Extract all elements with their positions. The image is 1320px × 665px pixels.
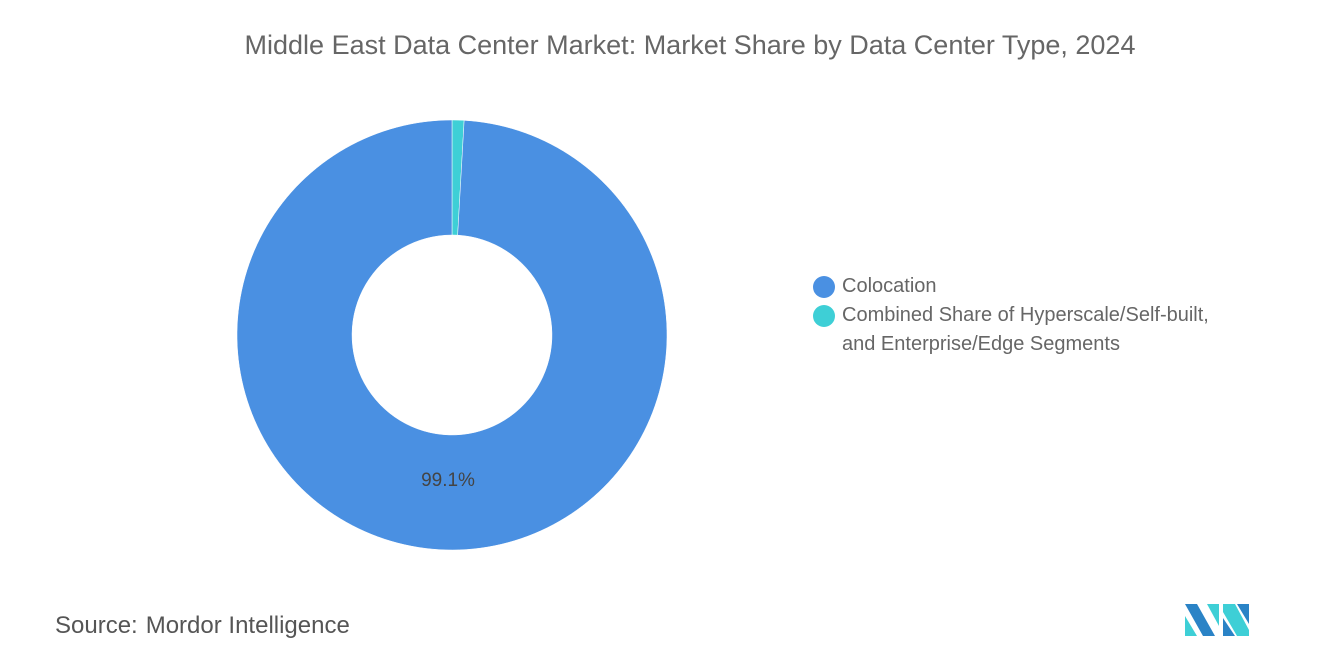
legend-label-line: Combined Share of Hyperscale/Self-built, — [842, 304, 1209, 326]
legend: Colocation Combined Share of Hyperscale/… — [813, 272, 1209, 359]
data-label: 99.1% — [421, 470, 475, 491]
legend-swatch — [813, 276, 835, 298]
slice-colocation[interactable] — [236, 119, 668, 551]
source-value: Mordor Intelligence — [145, 612, 350, 639]
chart-title: Middle East Data Center Market: Market S… — [244, 30, 1136, 60]
legend-swatch — [813, 305, 835, 327]
legend-label-line: and Enterprise/Edge Segments — [842, 333, 1120, 355]
legend-label: Combined Share of Hyperscale/Self-built,… — [842, 301, 1209, 359]
donut-chart: 99.1% — [236, 119, 668, 551]
legend-item-combined-share[interactable]: Combined Share of Hyperscale/Self-built,… — [813, 301, 1209, 359]
source-label: Source: — [55, 612, 138, 639]
mordor-intelligence-logo-icon — [1185, 604, 1249, 636]
legend-item-colocation[interactable]: Colocation — [813, 272, 1209, 301]
legend-label: Colocation — [842, 275, 937, 297]
source-note: Source: Mordor Intelligence — [55, 612, 350, 640]
